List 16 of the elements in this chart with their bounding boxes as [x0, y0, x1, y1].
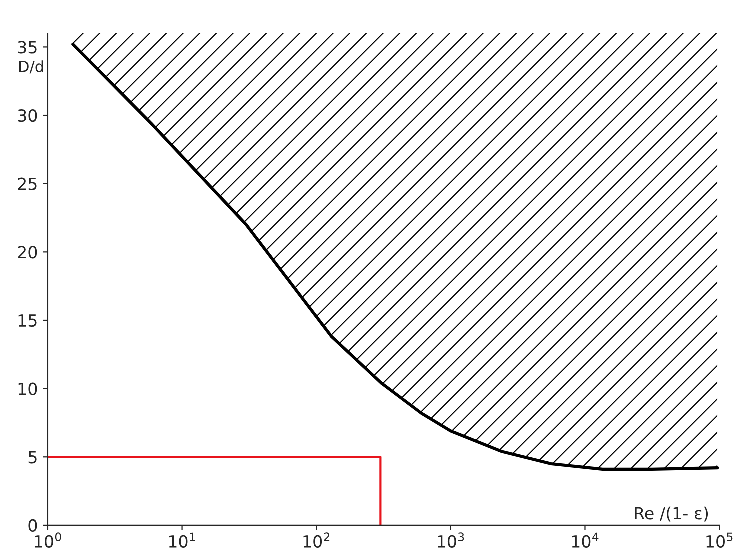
y-tick-label: 0 [28, 519, 38, 532]
x-tick-label: 10$^{2}$ [304, 532, 330, 548]
x-tick-label: 10$^{4}$ [572, 532, 599, 548]
y-tick-label: 25 [18, 178, 37, 190]
y-tick-label: 10 [18, 382, 38, 396]
y-tick-label: 20 [18, 246, 38, 259]
x-axis-title: Re /(1- ε) [635, 506, 708, 522]
y-tick-label: 15 [18, 314, 37, 328]
y-tick-label: 35 [18, 41, 37, 54]
x-tick-label: 10$^{5}$ [706, 532, 733, 548]
y-tick-label: 5 [28, 451, 37, 464]
y-axis-title: D/d [20, 60, 44, 74]
x-tick-label: 10$^{1}$ [169, 532, 196, 548]
y-tick-label: 30 [18, 109, 38, 122]
x-tick-label: 10$^{0}$ [35, 532, 62, 548]
x-tick-label: 10$^{3}$ [438, 532, 464, 548]
